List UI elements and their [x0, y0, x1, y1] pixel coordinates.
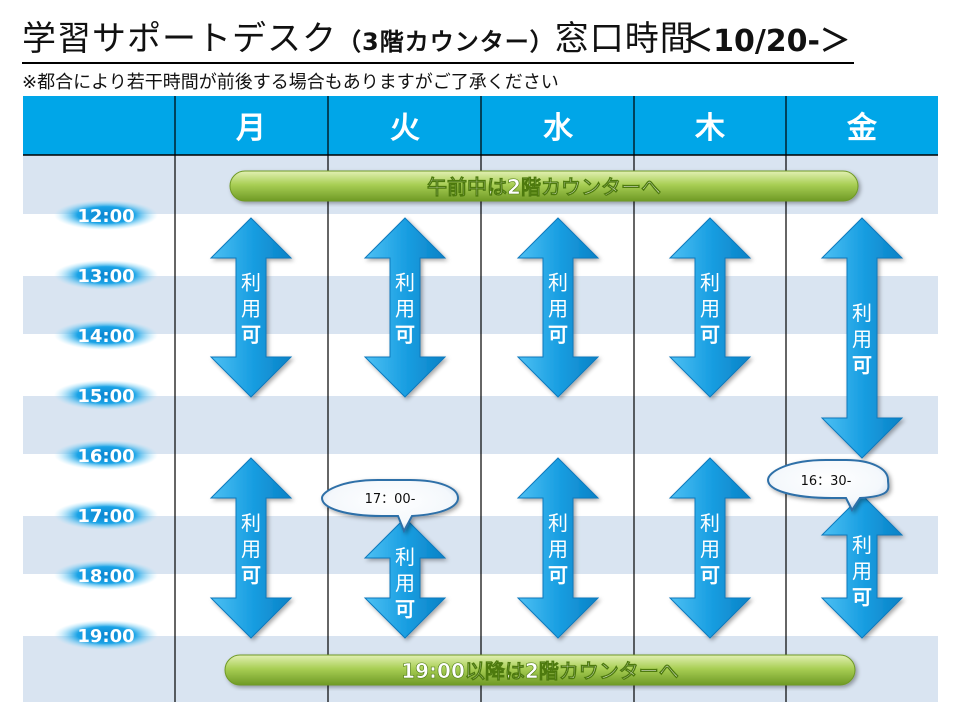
time-label-text-2: 14:00 — [77, 326, 134, 347]
day-header-3: 木 — [694, 111, 725, 146]
arrow-tue-early: 利用可 — [363, 217, 447, 398]
title-main: 学習サポートデスク — [22, 19, 337, 59]
time-label-4: 16:00 — [54, 440, 158, 470]
arrow-tue-early-label-1: 用 — [395, 297, 415, 321]
morning-banner: 午前中は2階カウンターへ — [229, 170, 859, 202]
arrow-thu-early-label-2: 可 — [700, 323, 720, 347]
arrow-fri-early-label-0: 利 — [852, 301, 872, 325]
arrow-tue-late-label-2: 可 — [395, 597, 415, 621]
arrow-tue-late-label-0: 利 — [395, 545, 415, 569]
arrow-wed-early: 利用可 — [516, 217, 600, 398]
callout-friday: 16：30- — [766, 459, 890, 512]
arrow-tue-late: 利用可 — [363, 517, 447, 639]
arrow-wed-late-label-2: 可 — [548, 563, 568, 587]
time-label-7: 19:00 — [54, 620, 158, 650]
time-label-text-4: 16:00 — [77, 446, 134, 467]
time-label-text-3: 15:00 — [77, 386, 134, 407]
day-header-1: 火 — [390, 111, 420, 146]
time-label-2: 14:00 — [54, 320, 158, 350]
callout-tuesday-text: 17：00- — [365, 492, 416, 507]
arrow-fri-early-label-1: 用 — [852, 327, 872, 351]
title-text: 学習サポートデスク（3階カウンター）窓口時間 — [22, 11, 695, 60]
arrow-tue-early-label-2: 可 — [395, 323, 415, 347]
arrow-thu-late: 利用可 — [668, 457, 752, 639]
arrow-mon-early-label-1: 用 — [241, 297, 261, 321]
arrow-wed-early-label-1: 用 — [548, 297, 568, 321]
arrow-thu-early-label-1: 用 — [700, 297, 720, 321]
evening-banner-label: 19:00以降は2階カウンターへ — [401, 659, 679, 683]
arrow-tue-late-label-1: 用 — [395, 571, 415, 595]
arrow-mon-early-label-2: 可 — [241, 323, 261, 347]
arrow-mon-late: 利用可 — [209, 457, 293, 639]
arrow-fri-late: 利用可 — [820, 494, 904, 639]
day-labels: 月火水木金 — [236, 111, 878, 146]
arrow-tue-early-label-0: 利 — [395, 271, 415, 295]
title-location: （3階カウンター） — [337, 28, 555, 56]
arrow-wed-late-label-1: 用 — [548, 537, 568, 561]
arrow-thu-late-label-0: 利 — [700, 511, 720, 535]
arrow-thu-early: 利用可 — [668, 217, 752, 398]
arrow-mon-late-label-1: 用 — [241, 537, 261, 561]
arrow-wed-late-label-0: 利 — [548, 511, 568, 535]
arrow-mon-early: 利用可 — [209, 217, 293, 398]
time-label-1: 13:00 — [54, 260, 158, 290]
arrow-wed-late: 利用可 — [516, 457, 600, 639]
time-label-text-5: 17:00 — [77, 506, 134, 527]
time-label-text-7: 19:00 — [77, 626, 134, 647]
time-label-text-6: 18:00 — [77, 566, 134, 587]
arrow-mon-late-label-2: 可 — [241, 563, 261, 587]
title-tail: 窓口時間 — [554, 19, 695, 59]
time-label-0: 12:00 — [54, 200, 158, 230]
arrow-thu-late-label-1: 用 — [700, 537, 720, 561]
arrow-fri-late-label-0: 利 — [852, 533, 872, 557]
time-label-text-0: 12:00 — [77, 206, 134, 227]
day-header-4: 金 — [846, 111, 878, 146]
disclaimer-note: ※都合により若干時間が前後する場合もありますがご了承ください — [22, 72, 559, 93]
day-header-2: 水 — [543, 111, 574, 146]
time-label-3: 15:00 — [54, 380, 158, 410]
arrow-mon-early-label-0: 利 — [241, 271, 261, 295]
evening-banner: 19:00以降は2階カウンターへ — [224, 654, 856, 686]
arrow-wed-early-label-0: 利 — [548, 271, 568, 295]
arrow-fri-early: 利用可 — [820, 217, 904, 459]
arrow-thu-early-label-0: 利 — [700, 271, 720, 295]
arrow-fri-late-label-2: 可 — [852, 585, 872, 609]
arrow-wed-early-label-2: 可 — [548, 323, 568, 347]
arrow-fri-late-label-1: 用 — [852, 559, 872, 583]
time-labels: 12:00 13:00 14:00 15:00 16:00 17:00 18:00 19:00 — [54, 200, 158, 650]
time-label-6: 18:00 — [54, 560, 158, 590]
arrow-mon-late-label-0: 利 — [241, 511, 261, 535]
morning-banner-label: 午前中は2階カウンターへ — [427, 175, 661, 199]
callout-tuesday: 17：00- — [320, 479, 460, 534]
arrow-fri-early-label-2: 可 — [852, 353, 872, 377]
callout-friday-text: 16：30- — [801, 474, 852, 489]
arrow-thu-late-label-2: 可 — [700, 563, 720, 587]
time-label-text-1: 13:00 — [77, 266, 134, 287]
time-label-5: 17:00 — [54, 500, 158, 530]
valid-period: ＜10/20-＞ — [683, 24, 850, 59]
day-header-0: 月 — [236, 111, 266, 146]
page-title: 学習サポートデスク（3階カウンター）窓口時間 ＜10/20-＞ — [22, 19, 854, 64]
